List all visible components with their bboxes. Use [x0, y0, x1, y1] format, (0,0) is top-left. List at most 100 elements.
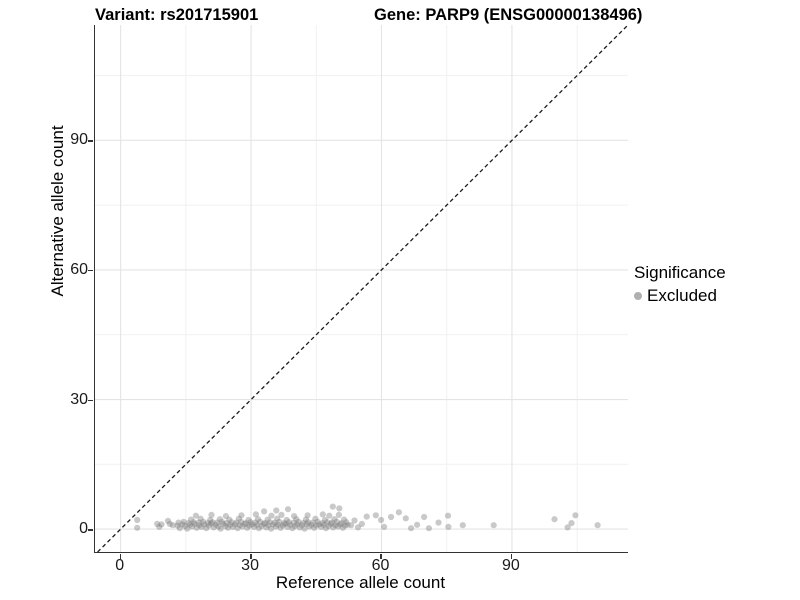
data-point	[279, 522, 286, 529]
data-point	[414, 521, 421, 528]
data-point	[205, 522, 212, 529]
x-axis-tick	[380, 553, 382, 559]
data-point	[251, 523, 258, 530]
data-point	[166, 520, 173, 527]
data-point	[273, 507, 280, 514]
data-point	[247, 519, 254, 526]
data-point	[334, 523, 342, 530]
data-point	[207, 516, 214, 524]
scatter-canvas	[95, 25, 628, 552]
data-point	[314, 518, 321, 525]
data-point	[435, 519, 442, 526]
data-point	[282, 520, 289, 527]
data-point	[208, 511, 215, 518]
data-point	[188, 516, 195, 523]
data-point	[326, 512, 333, 519]
legend-title: Significance	[634, 263, 726, 282]
data-point	[212, 521, 219, 528]
data-point	[335, 511, 342, 518]
data-point	[321, 516, 329, 524]
x-axis-tick-label: 90	[502, 557, 520, 574]
data-point	[227, 521, 234, 528]
data-point	[333, 518, 340, 525]
data-point	[296, 524, 303, 531]
data-point	[268, 525, 275, 532]
data-point	[395, 509, 402, 516]
data-point	[228, 519, 235, 526]
data-point	[327, 520, 334, 527]
data-point	[277, 524, 284, 531]
data-point	[215, 523, 222, 530]
data-point	[180, 518, 187, 525]
data-point	[564, 524, 571, 531]
y-axis-tick	[87, 529, 93, 531]
data-point	[190, 519, 197, 526]
x-axis-tick	[250, 553, 252, 559]
data-point	[343, 519, 350, 526]
data-point	[229, 523, 236, 530]
x-axis-title: Reference allele count	[275, 573, 446, 592]
data-point	[196, 522, 203, 529]
data-point	[261, 520, 269, 527]
data-point	[272, 523, 279, 530]
data-point	[308, 521, 315, 528]
x-axis-tick-label: 30	[241, 557, 259, 574]
data-point	[445, 523, 452, 530]
x-axis-tick-label: 60	[371, 557, 390, 574]
data-point	[185, 520, 192, 527]
data-point	[195, 519, 202, 526]
data-point	[319, 511, 326, 518]
data-point	[372, 512, 379, 519]
data-point	[220, 520, 227, 527]
data-point	[191, 520, 198, 527]
data-point	[270, 521, 277, 528]
data-point	[260, 520, 267, 527]
data-point	[285, 519, 292, 526]
data-point	[257, 518, 264, 525]
data-point	[134, 524, 141, 531]
data-point	[337, 521, 344, 528]
data-point	[238, 518, 245, 525]
data-point	[231, 521, 239, 528]
data-point	[278, 511, 285, 518]
data-point	[158, 521, 165, 528]
data-point	[344, 521, 351, 528]
x-axis-tick-label: 0	[115, 557, 125, 574]
data-point	[284, 506, 292, 513]
data-point	[179, 521, 186, 528]
data-point	[402, 515, 409, 522]
data-point	[241, 520, 248, 527]
data-point	[363, 513, 370, 520]
data-point	[217, 525, 224, 532]
data-point	[291, 513, 298, 520]
data-point	[318, 523, 325, 530]
data-point	[244, 524, 251, 531]
data-point	[304, 512, 311, 519]
data-point	[216, 516, 223, 523]
data-point	[302, 516, 309, 523]
data-point	[378, 516, 385, 524]
data-point	[328, 519, 335, 526]
data-point	[331, 516, 338, 523]
data-point	[192, 512, 199, 519]
data-point	[295, 518, 302, 525]
data-point	[204, 520, 212, 527]
data-point	[298, 522, 305, 529]
data-point	[274, 515, 281, 522]
data-point	[291, 523, 299, 530]
data-point	[245, 516, 252, 524]
y-axis-tick-label: 60	[70, 260, 88, 278]
data-point	[338, 520, 345, 527]
y-axis-tick-label: 90	[70, 131, 88, 149]
data-point	[341, 516, 348, 523]
data-point	[242, 520, 249, 527]
data-point	[381, 523, 388, 530]
data-point	[200, 518, 207, 525]
legend: Significance Excluded	[634, 263, 726, 306]
data-point	[284, 523, 291, 530]
data-point	[164, 517, 172, 524]
data-point	[324, 519, 331, 526]
data-point	[348, 522, 355, 529]
plot-title-gene: Gene: PARP9 (ENSG00000138496)	[374, 6, 643, 24]
data-point	[226, 516, 233, 523]
